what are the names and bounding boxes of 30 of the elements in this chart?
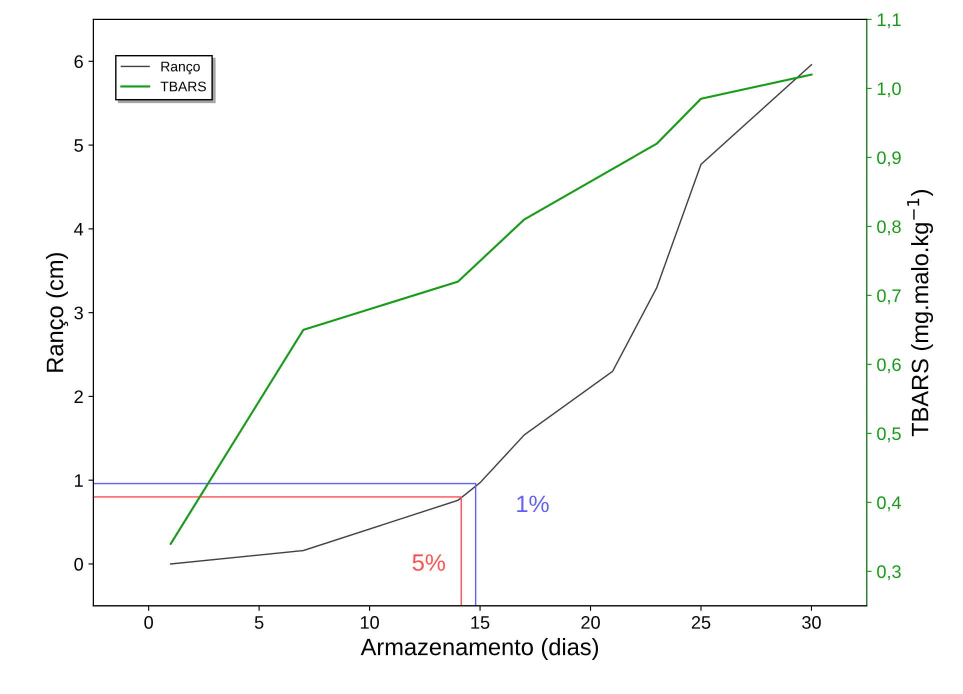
x-tick-label: 15 bbox=[471, 616, 490, 629]
y2-tick-label: 0,8 bbox=[877, 220, 901, 236]
y-tick-label: 4 bbox=[74, 222, 84, 236]
y2-tick-label: 0,3 bbox=[877, 565, 901, 580]
x-tick-label: 25 bbox=[692, 616, 710, 629]
x-tick-label: 0 bbox=[144, 616, 153, 629]
annotation: 1% bbox=[517, 496, 549, 512]
x-tick-label: 5 bbox=[254, 616, 264, 629]
y-axis-title: Ranço (cm) bbox=[46, 253, 68, 372]
y2-axis-title: TBARS (mg.malo.kg$^{−1}$) bbox=[907, 190, 934, 436]
y-tick-label: 0 bbox=[74, 558, 83, 571]
y-tick-label: 3 bbox=[74, 306, 83, 320]
legend-label: TBARS bbox=[160, 82, 206, 92]
y2-tick-label: 0,4 bbox=[877, 496, 901, 512]
y2-tick-label: 1,1 bbox=[878, 14, 901, 28]
y2-tick-label: 1,0 bbox=[878, 82, 901, 98]
x-tick-label: 30 bbox=[802, 616, 821, 629]
y-tick-label: 2 bbox=[74, 390, 83, 403]
y2-tick-label: 0,6 bbox=[877, 358, 901, 374]
annotation: 5% bbox=[412, 554, 445, 571]
x-tick-label: 20 bbox=[581, 616, 600, 629]
y2-tick-label: 0,9 bbox=[877, 151, 901, 166]
x-axis-title: Armazenamento (dias) bbox=[360, 638, 598, 660]
x-tick-label: 10 bbox=[360, 616, 379, 629]
y2-tick-label: 0,7 bbox=[877, 289, 901, 304]
y-tick-label: 6 bbox=[74, 55, 83, 68]
legend-label: Ranço bbox=[161, 62, 200, 74]
y-tick-label: 5 bbox=[74, 139, 83, 152]
y2-tick-label: 0,5 bbox=[877, 427, 901, 442]
y-tick-label: 1 bbox=[75, 474, 83, 487]
